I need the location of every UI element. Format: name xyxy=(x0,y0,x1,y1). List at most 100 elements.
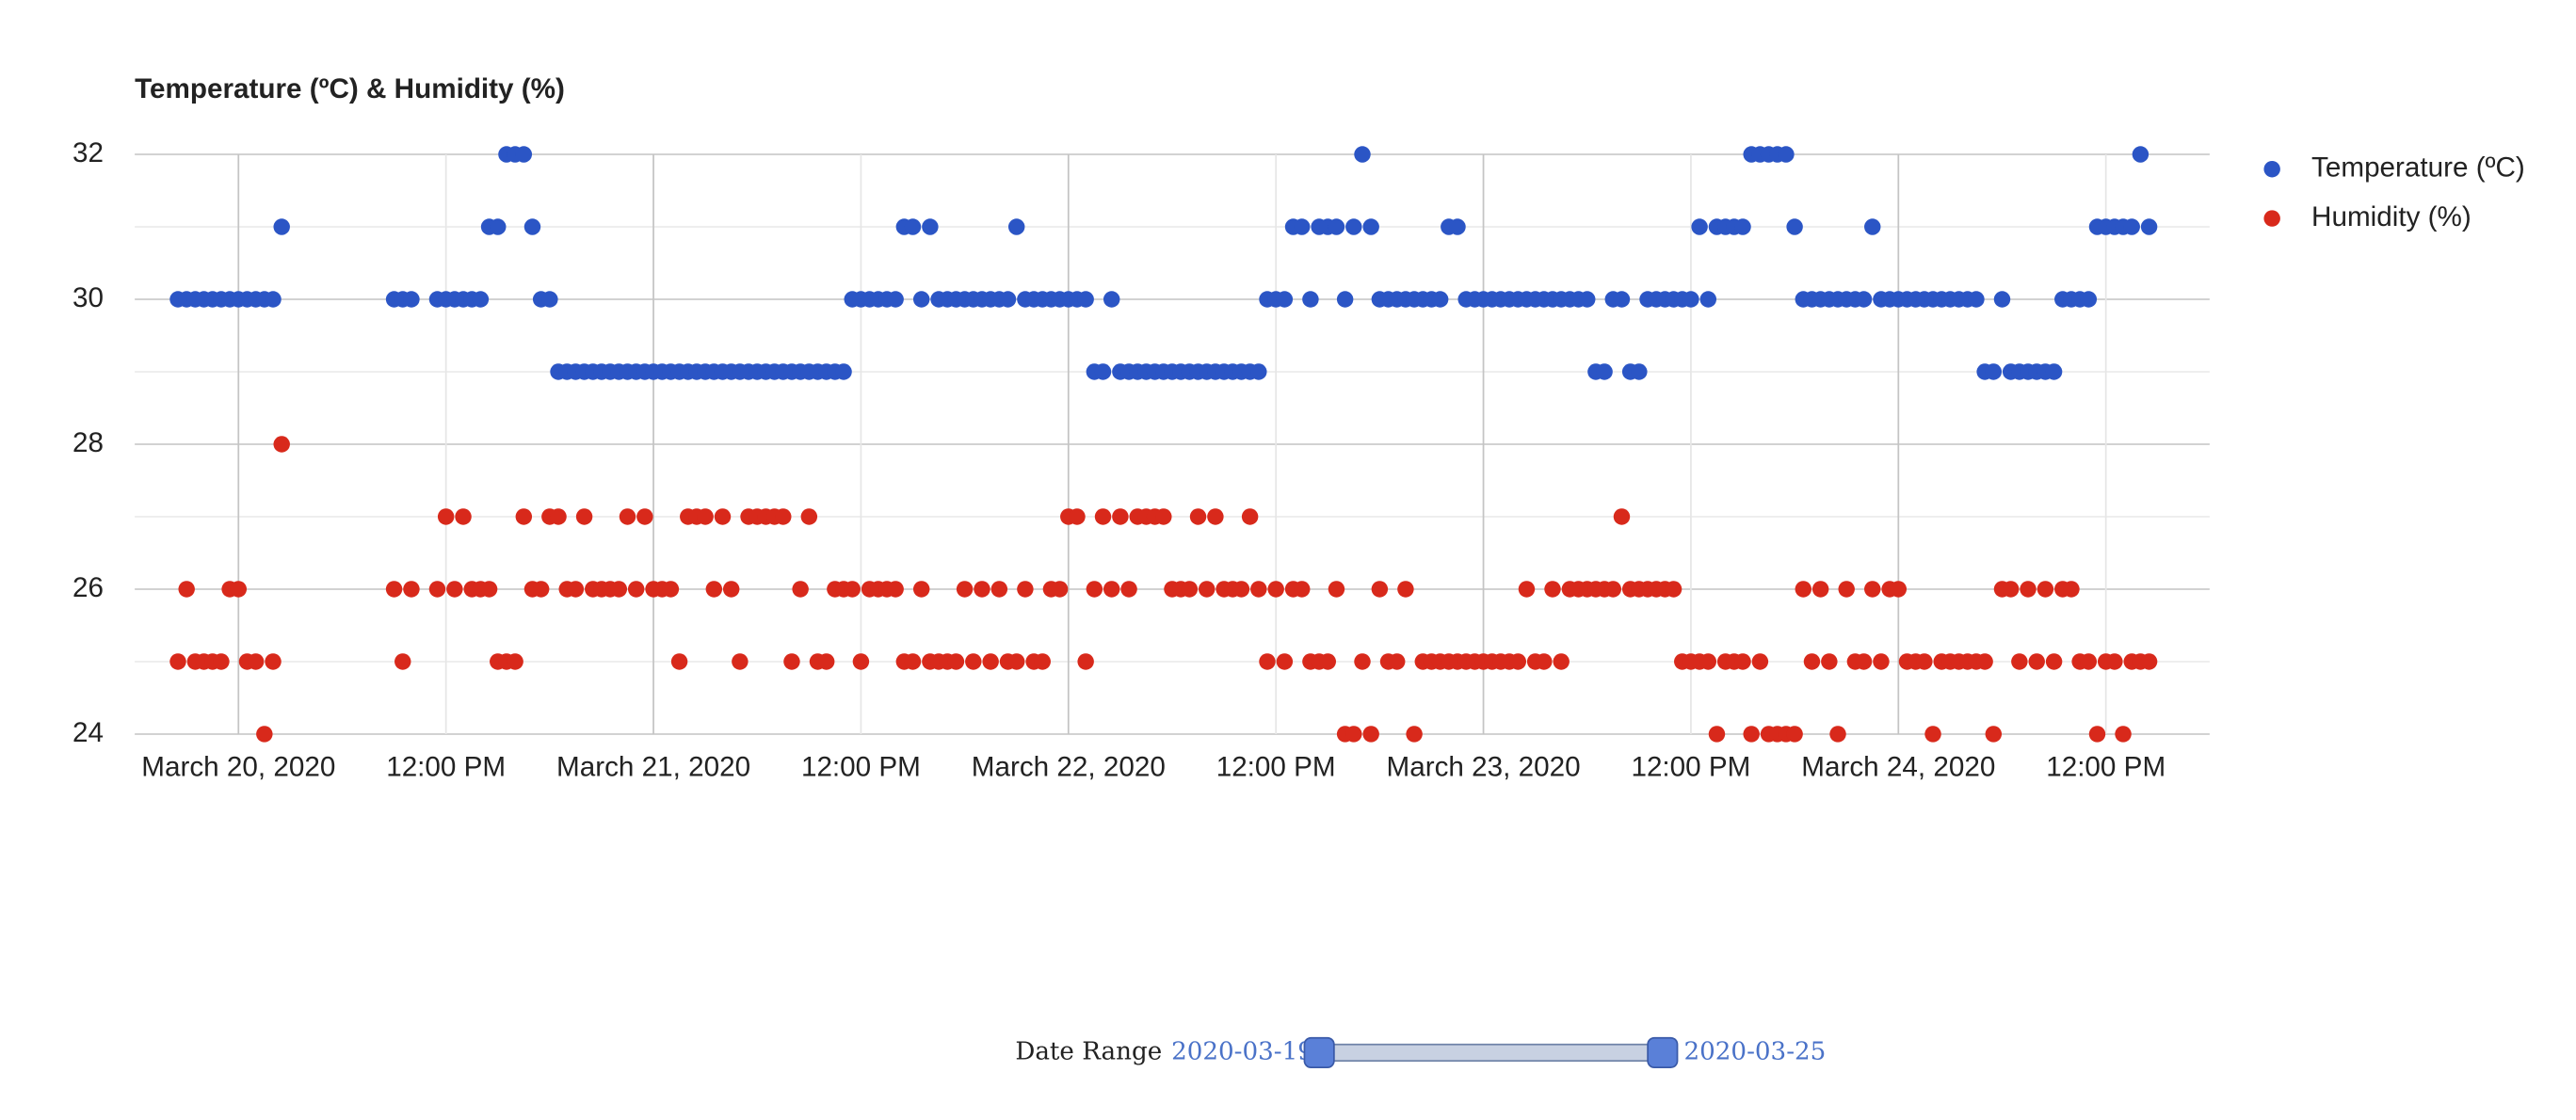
range-handle-start[interactable] xyxy=(1303,1036,1335,1069)
point xyxy=(722,581,740,598)
point xyxy=(2080,653,2098,670)
point xyxy=(1613,291,1631,308)
point xyxy=(265,291,282,308)
point xyxy=(2011,653,2028,670)
point xyxy=(2002,581,2020,598)
point xyxy=(2020,581,2037,598)
point xyxy=(662,581,680,598)
point xyxy=(2063,581,2080,598)
point xyxy=(1968,291,1985,308)
point xyxy=(403,581,420,598)
point xyxy=(385,581,403,598)
point xyxy=(1094,363,1112,380)
point xyxy=(1976,653,1993,670)
point xyxy=(974,581,990,598)
point xyxy=(437,508,455,525)
point xyxy=(1778,146,1795,163)
point xyxy=(1873,653,1890,670)
point xyxy=(1916,653,1933,670)
point xyxy=(2045,653,2063,670)
point xyxy=(1397,581,1414,598)
point xyxy=(1069,508,1086,525)
point xyxy=(2123,218,2140,235)
point xyxy=(1924,726,1941,743)
point xyxy=(775,508,792,525)
point xyxy=(1112,508,1129,525)
legend-label: Humidity (%) xyxy=(2311,201,2471,232)
y-tick-label: 26 xyxy=(72,572,104,603)
point xyxy=(956,581,974,598)
point xyxy=(852,653,870,670)
point xyxy=(567,581,585,598)
point xyxy=(1362,726,1379,743)
point xyxy=(1811,581,1829,598)
point xyxy=(1086,581,1103,598)
point xyxy=(1993,291,2011,308)
point xyxy=(1838,581,1855,598)
point xyxy=(541,291,558,308)
point xyxy=(403,291,420,308)
point xyxy=(1890,581,1908,598)
x-tick-label: 12:00 PM xyxy=(1216,751,1336,782)
point xyxy=(1536,653,1553,670)
point xyxy=(1034,653,1051,670)
point xyxy=(1007,653,1025,670)
point xyxy=(394,653,411,670)
point xyxy=(455,508,472,525)
point xyxy=(472,291,490,308)
point xyxy=(1371,581,1389,598)
point xyxy=(1198,581,1216,598)
point xyxy=(1259,653,1276,670)
point xyxy=(1250,363,1267,380)
point xyxy=(1751,653,1769,670)
point xyxy=(1354,146,1371,163)
point xyxy=(792,581,809,598)
point xyxy=(515,146,533,163)
point xyxy=(1743,726,1760,743)
point xyxy=(2132,146,2149,163)
legend-swatch xyxy=(2263,210,2280,227)
point xyxy=(627,581,645,598)
point xyxy=(1293,218,1311,235)
point xyxy=(1051,581,1069,598)
point xyxy=(835,363,852,380)
point xyxy=(965,653,982,670)
point xyxy=(1985,726,2003,743)
point xyxy=(1077,653,1094,670)
point xyxy=(1354,653,1371,670)
point xyxy=(575,508,593,525)
x-tick-label: 12:00 PM xyxy=(1631,751,1750,782)
y-tick-label: 32 xyxy=(72,137,104,168)
legend-label: Temperature (ºC) xyxy=(2311,152,2525,184)
point xyxy=(610,581,628,598)
point xyxy=(1267,581,1284,598)
range-handle-end[interactable] xyxy=(1647,1036,1679,1069)
point xyxy=(1120,581,1137,598)
point xyxy=(904,218,922,235)
y-tick-label: 24 xyxy=(72,717,104,748)
legend-swatch xyxy=(2263,160,2280,178)
point xyxy=(800,508,818,525)
point xyxy=(213,653,230,670)
point xyxy=(1821,653,1838,670)
point xyxy=(670,653,688,670)
point xyxy=(1077,291,1094,308)
point xyxy=(1665,581,1682,598)
point xyxy=(1613,508,1631,525)
point xyxy=(1155,508,1172,525)
point xyxy=(714,508,732,525)
point xyxy=(230,581,248,598)
x-tick-label: March 20, 2020 xyxy=(141,751,335,782)
point xyxy=(178,581,195,598)
point xyxy=(273,218,290,235)
point xyxy=(1103,581,1120,598)
y-tick-label: 30 xyxy=(72,282,104,313)
point xyxy=(1406,726,1423,743)
point xyxy=(256,726,273,743)
point xyxy=(922,218,939,235)
point xyxy=(1864,218,1881,235)
point xyxy=(2080,291,2098,308)
point xyxy=(1631,363,1648,380)
range-track xyxy=(1327,1043,1657,1063)
x-tick-label: March 23, 2020 xyxy=(1387,751,1581,782)
